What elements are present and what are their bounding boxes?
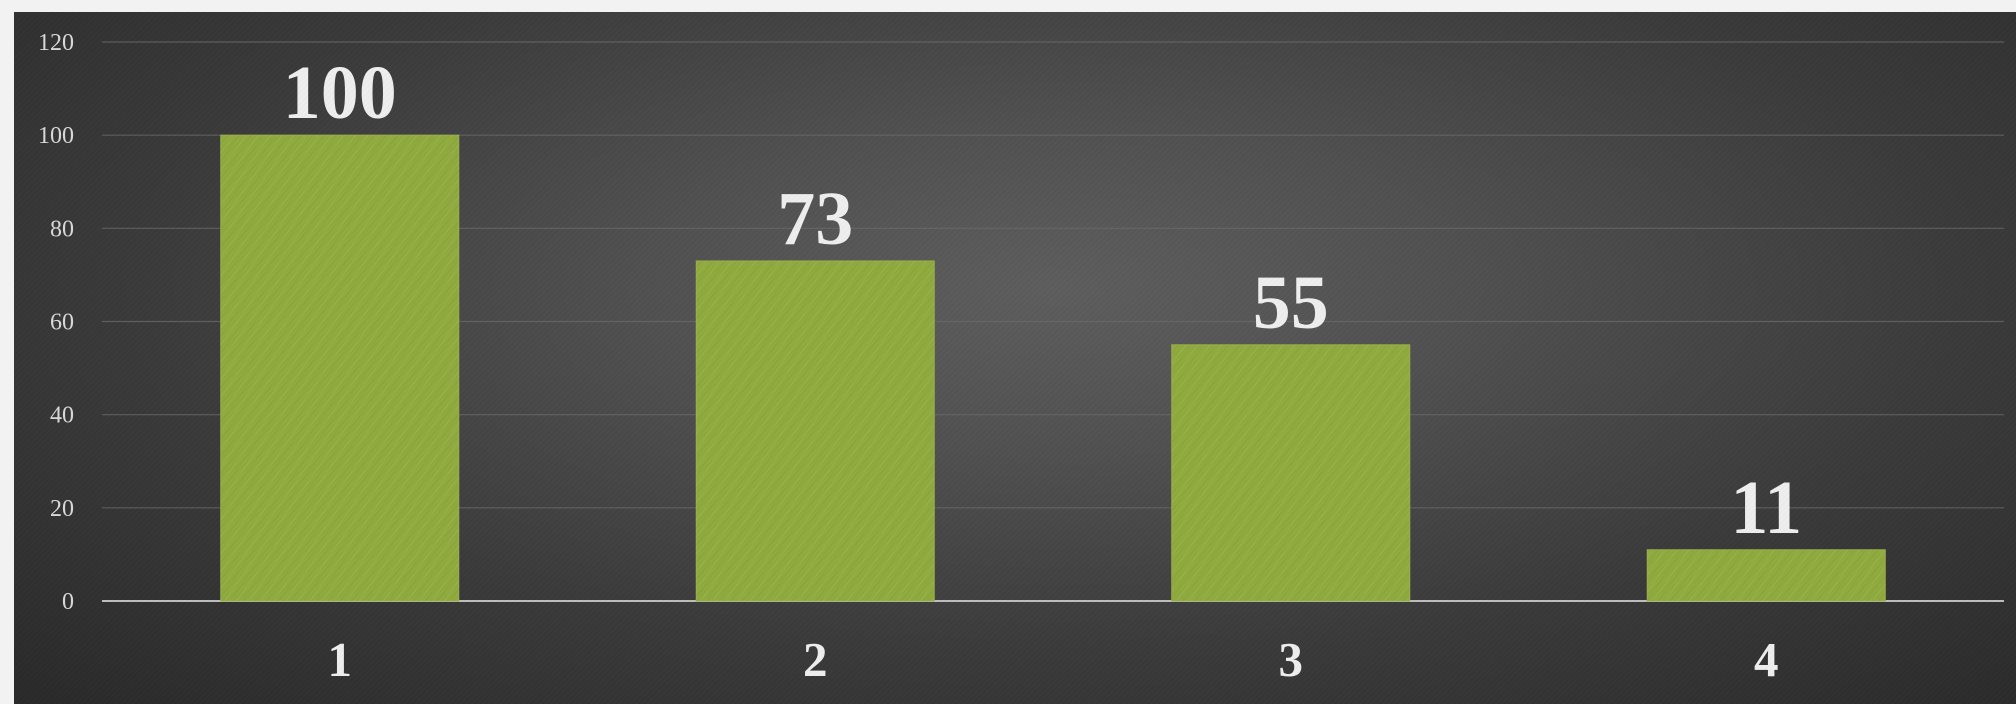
data-label-3: 55: [1253, 261, 1329, 345]
x-tick-label-1: 1: [328, 632, 353, 687]
y-tick-label-20: 20: [50, 496, 74, 522]
data-label-1: 100: [283, 51, 397, 135]
x-tick-label-2: 2: [803, 632, 828, 687]
x-tick-label-4: 4: [1754, 632, 1779, 687]
bar-1: [220, 134, 460, 602]
x-axis-category-labels: 1 2 3 4: [328, 632, 1779, 687]
bar-2: [695, 260, 935, 602]
y-tick-label-120: 120: [38, 30, 74, 56]
y-tick-label-0: 0: [62, 589, 74, 615]
data-label-4: 11: [1730, 466, 1802, 550]
bar-chart: 0 20 40 60 80 100 120 100 73 55 11 1 2 3 4: [38, 30, 2004, 687]
chart-frame: 0 20 40 60 80 100 120 100 73 55 11 1 2 3 4: [14, 12, 2016, 704]
data-labels: 100 73 55 11: [283, 51, 1802, 550]
y-tick-label-100: 100: [38, 123, 74, 149]
data-label-2: 73: [777, 177, 853, 261]
bar-4: [1646, 549, 1886, 602]
y-axis-tick-labels: 0 20 40 60 80 100 120: [38, 30, 74, 615]
x-tick-label-3: 3: [1279, 632, 1304, 687]
bars: [220, 134, 1886, 602]
y-tick-label-60: 60: [50, 310, 74, 336]
y-tick-label-80: 80: [50, 216, 74, 242]
bar-3: [1171, 344, 1411, 602]
y-tick-label-40: 40: [50, 403, 74, 429]
